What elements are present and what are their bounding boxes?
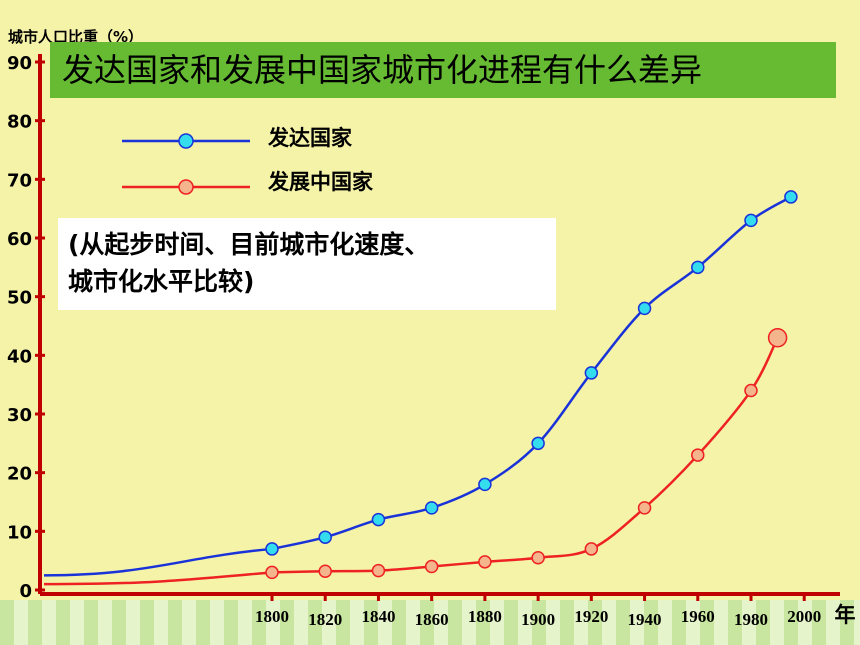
y-tick-label: 50 [7,288,32,309]
data-point-series-2 [478,555,492,569]
legend-label-developed: 发达国家 [268,126,352,150]
data-point-series-1 [744,213,758,228]
y-tick-label: 80 [7,112,32,133]
x-tick-label: 1860 [415,610,449,629]
data-point-series-2 [531,550,545,565]
y-tick-label: 60 [7,229,32,250]
legend-label-developing: 发展中国家 [268,170,373,194]
data-point-series-1 [318,530,332,544]
y-tick-label: 0 [19,581,32,602]
data-point-series-2 [584,542,599,556]
data-point-series-1 [584,366,599,380]
x-tick-label: 1820 [308,610,342,629]
data-point-series-1 [478,477,492,492]
y-tick-label: 40 [7,346,32,367]
data-point-series-2 [637,501,652,515]
data-point-series-1 [424,501,439,515]
x-tick-label: 1900 [521,610,555,629]
legend-marker-2 [178,179,194,195]
x-tick-label: 1880 [468,607,502,626]
data-point-series-1 [531,436,545,451]
data-point-series-2 [744,383,758,398]
data-point-series-1 [784,190,798,204]
y-tick-label: 90 [7,53,32,74]
data-point-series-1 [371,512,386,527]
y-axis-label: 城市人口比重（%） [8,28,144,46]
y-tick-label: 70 [7,170,32,191]
annotation-box: (从起步时间、目前城市化速度、 城市化水平比较) [58,218,556,310]
data-point-series-1 [265,542,279,556]
x-tick-label: 1800 [255,607,289,626]
x-tick-label: 1840 [361,607,395,626]
annotation-line-1: (从起步时间、目前城市化速度、 [68,230,430,259]
data-point-series-2 [691,448,705,462]
x-tick-label: 1960 [681,607,715,626]
data-point-series-2 [424,559,439,574]
x-tick-label: 1940 [628,610,662,629]
y-tick-label: 10 [7,522,32,543]
chart-title: 发达国家和发展中国家城市化进程有什么差异 [50,42,836,98]
x-axis-label: 年 [835,603,856,627]
data-point-series-2 [265,565,279,580]
series-line-2 [43,337,779,586]
annotation-line-2: 城市化水平比较) [68,267,255,296]
data-point-series-1 [637,301,652,316]
y-tick-label: 20 [7,464,32,485]
x-tick-label: 1980 [734,610,768,629]
x-tick-label: 1920 [574,607,608,626]
data-point-series-1 [691,260,705,275]
data-point-series-2 [318,564,332,578]
x-tick-label: 2000 [787,607,821,626]
legend-marker-1 [178,133,194,149]
data-point-series-2 [767,327,788,348]
data-point-series-2 [371,563,386,578]
y-tick-label: 30 [7,405,32,426]
